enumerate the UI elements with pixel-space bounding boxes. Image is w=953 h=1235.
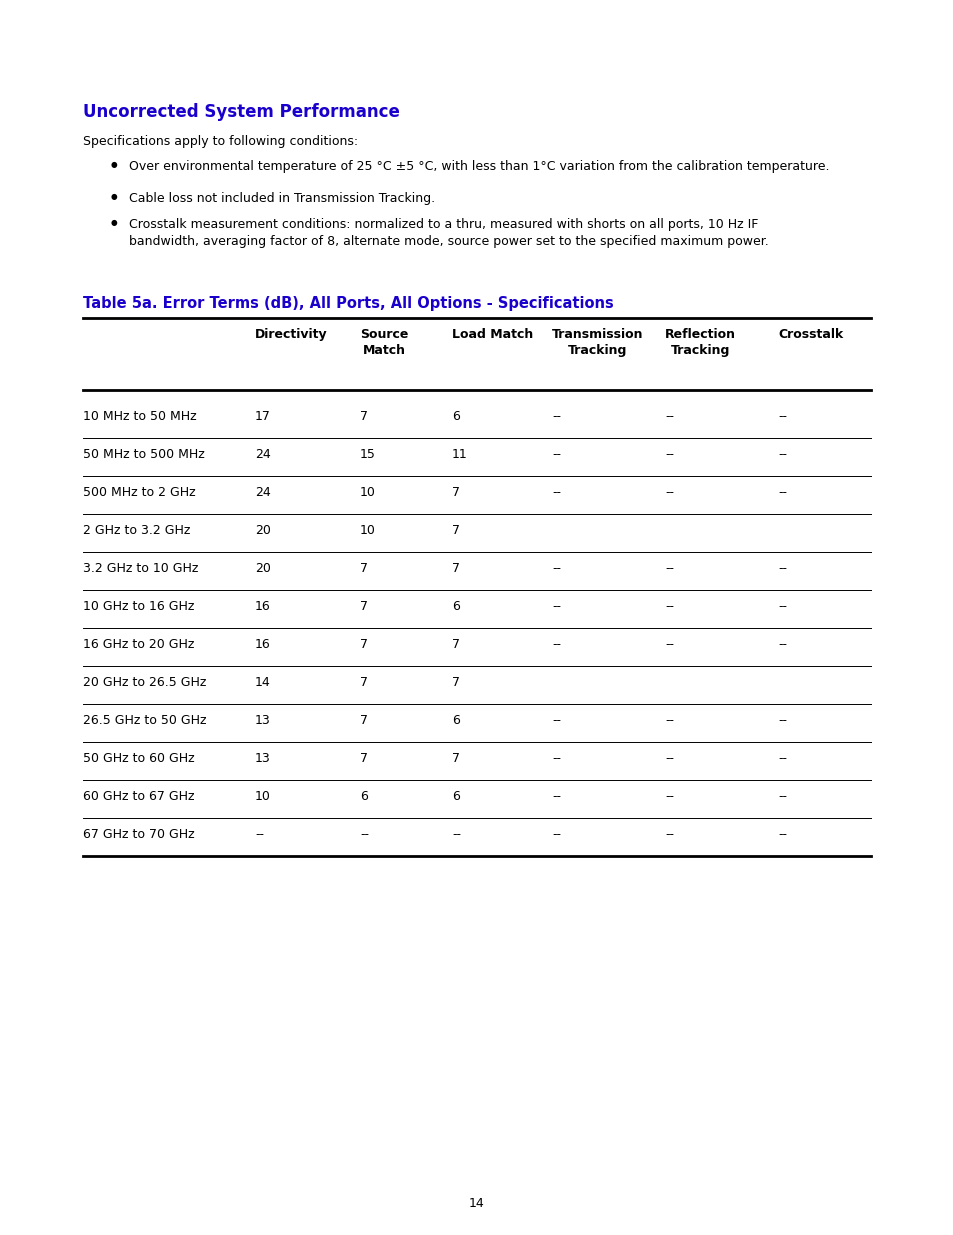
Text: Over environmental temperature of 25 °C ±5 °C, with less than 1°C variation from: Over environmental temperature of 25 °C …: [129, 161, 828, 173]
Text: --: --: [664, 827, 673, 841]
Text: 2 GHz to 3.2 GHz: 2 GHz to 3.2 GHz: [83, 524, 191, 537]
Text: --: --: [778, 714, 786, 727]
Text: --: --: [778, 790, 786, 803]
Text: Cable loss not included in Transmission Tracking.: Cable loss not included in Transmission …: [129, 191, 435, 205]
Text: --: --: [664, 448, 673, 461]
Text: 20 GHz to 26.5 GHz: 20 GHz to 26.5 GHz: [83, 676, 206, 689]
Text: 10 MHz to 50 MHz: 10 MHz to 50 MHz: [83, 410, 196, 424]
Text: Specifications apply to following conditions:: Specifications apply to following condit…: [83, 135, 357, 148]
Text: --: --: [664, 410, 673, 424]
Text: 11: 11: [452, 448, 467, 461]
Text: --: --: [664, 600, 673, 613]
Text: 7: 7: [359, 600, 368, 613]
Text: 7: 7: [452, 562, 459, 576]
Text: 16: 16: [254, 638, 271, 651]
Text: Reflection
Tracking: Reflection Tracking: [664, 329, 735, 357]
Text: 13: 13: [254, 714, 271, 727]
Text: 20: 20: [254, 562, 271, 576]
Text: --: --: [778, 752, 786, 764]
Text: 60 GHz to 67 GHz: 60 GHz to 67 GHz: [83, 790, 194, 803]
Text: 7: 7: [359, 638, 368, 651]
Text: 7: 7: [359, 676, 368, 689]
Text: --: --: [778, 827, 786, 841]
Text: --: --: [552, 410, 560, 424]
Text: Transmission
Tracking: Transmission Tracking: [552, 329, 643, 357]
Text: 17: 17: [254, 410, 271, 424]
Text: 24: 24: [254, 448, 271, 461]
Text: --: --: [552, 790, 560, 803]
Text: --: --: [552, 752, 560, 764]
Text: 7: 7: [452, 752, 459, 764]
Text: ●: ●: [111, 161, 117, 169]
Text: Table 5a. Error Terms (dB), All Ports, All Options - Specifications: Table 5a. Error Terms (dB), All Ports, A…: [83, 296, 613, 311]
Text: Directivity: Directivity: [254, 329, 327, 341]
Text: 24: 24: [254, 487, 271, 499]
Text: 67 GHz to 70 GHz: 67 GHz to 70 GHz: [83, 827, 194, 841]
Text: 7: 7: [452, 676, 459, 689]
Text: --: --: [664, 752, 673, 764]
Text: --: --: [664, 487, 673, 499]
Text: ●: ●: [111, 191, 117, 201]
Text: 3.2 GHz to 10 GHz: 3.2 GHz to 10 GHz: [83, 562, 198, 576]
Text: 50 GHz to 60 GHz: 50 GHz to 60 GHz: [83, 752, 194, 764]
Text: --: --: [778, 410, 786, 424]
Text: --: --: [359, 827, 369, 841]
Text: --: --: [664, 714, 673, 727]
Text: 10: 10: [359, 524, 375, 537]
Text: 20: 20: [254, 524, 271, 537]
Text: --: --: [552, 638, 560, 651]
Text: ●: ●: [111, 219, 117, 227]
Text: 14: 14: [254, 676, 271, 689]
Text: 7: 7: [452, 638, 459, 651]
Text: --: --: [778, 638, 786, 651]
Text: --: --: [254, 827, 264, 841]
Text: 10: 10: [359, 487, 375, 499]
Text: 14: 14: [469, 1197, 484, 1210]
Text: Source
Match: Source Match: [359, 329, 408, 357]
Text: --: --: [552, 448, 560, 461]
Text: --: --: [452, 827, 460, 841]
Text: --: --: [778, 562, 786, 576]
Text: --: --: [552, 487, 560, 499]
Text: Load Match: Load Match: [452, 329, 533, 341]
Text: 500 MHz to 2 GHz: 500 MHz to 2 GHz: [83, 487, 195, 499]
Text: 16: 16: [254, 600, 271, 613]
Text: 10 GHz to 16 GHz: 10 GHz to 16 GHz: [83, 600, 194, 613]
Text: --: --: [552, 827, 560, 841]
Text: Crosstalk: Crosstalk: [778, 329, 842, 341]
Text: --: --: [664, 790, 673, 803]
Text: --: --: [552, 562, 560, 576]
Text: Crosstalk measurement conditions: normalized to a thru, measured with shorts on : Crosstalk measurement conditions: normal…: [129, 219, 768, 248]
Text: --: --: [778, 487, 786, 499]
Text: --: --: [664, 562, 673, 576]
Text: 6: 6: [452, 600, 459, 613]
Text: --: --: [552, 714, 560, 727]
Text: --: --: [778, 448, 786, 461]
Text: 10: 10: [254, 790, 271, 803]
Text: 7: 7: [359, 562, 368, 576]
Text: 6: 6: [452, 410, 459, 424]
Text: 50 MHz to 500 MHz: 50 MHz to 500 MHz: [83, 448, 205, 461]
Text: 6: 6: [359, 790, 368, 803]
Text: 16 GHz to 20 GHz: 16 GHz to 20 GHz: [83, 638, 194, 651]
Text: --: --: [552, 600, 560, 613]
Text: 6: 6: [452, 714, 459, 727]
Text: 7: 7: [359, 752, 368, 764]
Text: --: --: [778, 600, 786, 613]
Text: 13: 13: [254, 752, 271, 764]
Text: 7: 7: [452, 524, 459, 537]
Text: 7: 7: [359, 410, 368, 424]
Text: 7: 7: [359, 714, 368, 727]
Text: 6: 6: [452, 790, 459, 803]
Text: Uncorrected System Performance: Uncorrected System Performance: [83, 103, 399, 121]
Text: 26.5 GHz to 50 GHz: 26.5 GHz to 50 GHz: [83, 714, 206, 727]
Text: --: --: [664, 638, 673, 651]
Text: 7: 7: [452, 487, 459, 499]
Text: 15: 15: [359, 448, 375, 461]
